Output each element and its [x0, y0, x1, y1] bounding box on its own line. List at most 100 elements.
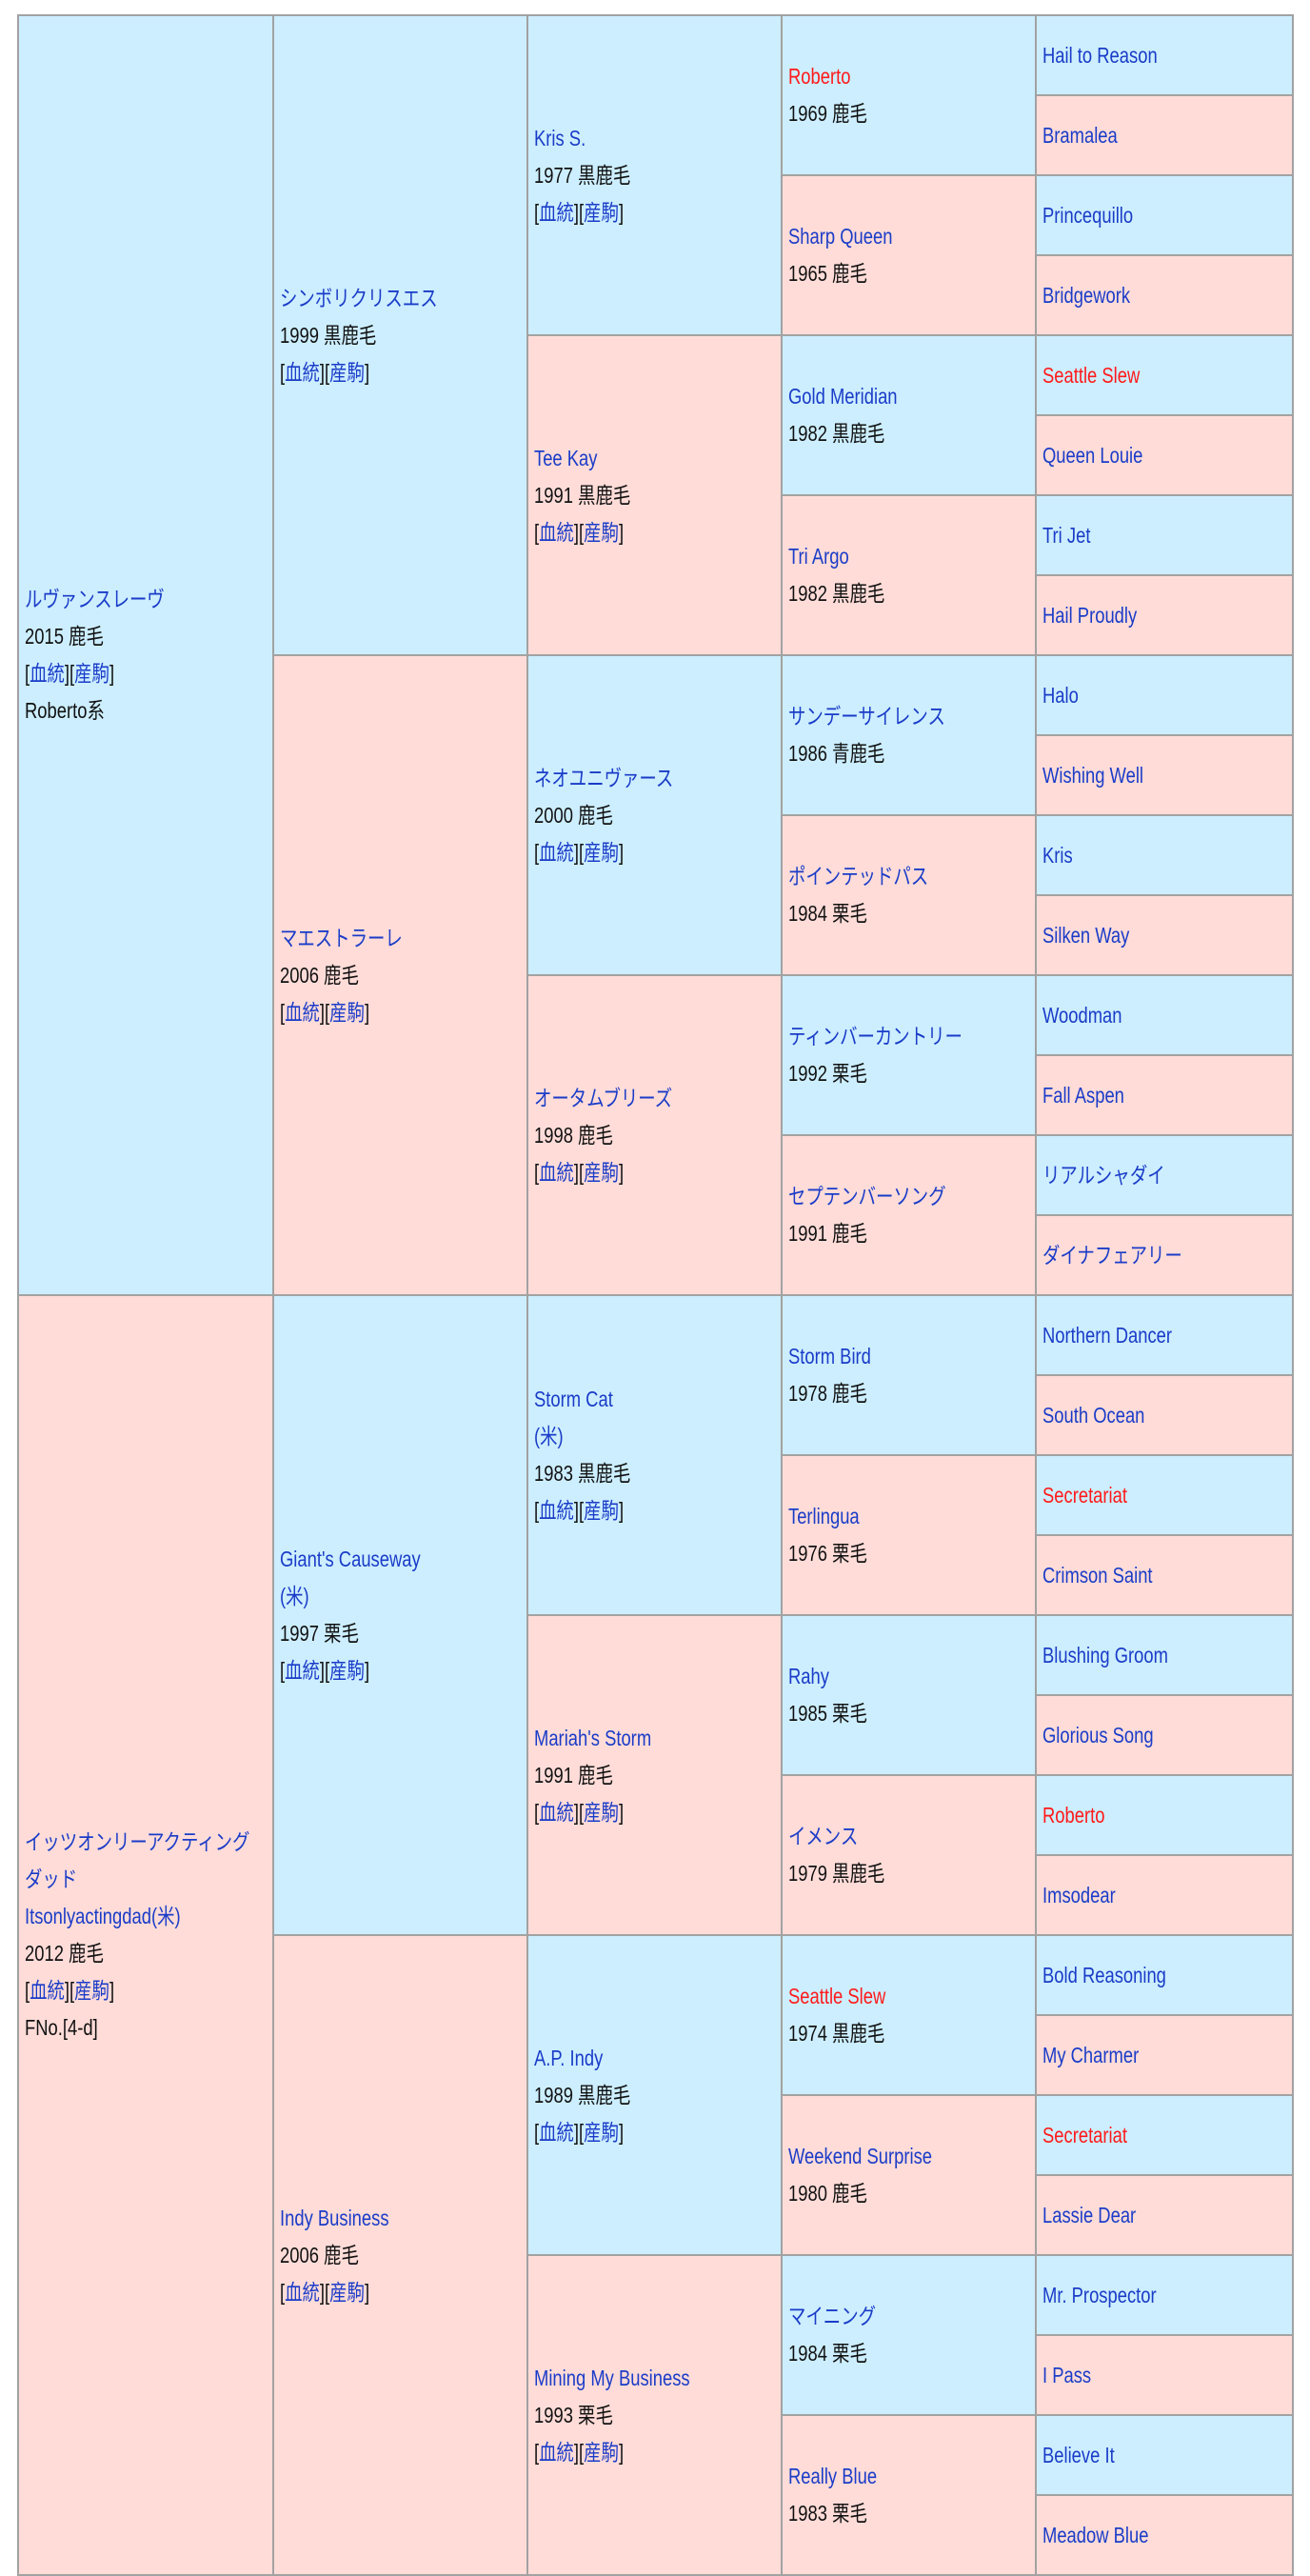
horse-name-link[interactable]: ネオユニヴァース [534, 765, 674, 790]
horse-name-link[interactable]: South Ocean [1042, 1403, 1145, 1428]
horse-name-link[interactable]: Bramalea [1042, 123, 1118, 148]
progeny-link[interactable]: 産駒 [329, 2279, 365, 2305]
horse-name-link[interactable]: Silken Way [1042, 923, 1130, 948]
pedigree-link[interactable]: 血統 [539, 2119, 574, 2145]
horse-name-link[interactable]: Mining My Business [534, 2365, 690, 2390]
pedigree-link[interactable]: 血統 [285, 2279, 320, 2305]
progeny-link[interactable]: 産駒 [584, 1799, 619, 1825]
horse-name-link[interactable]: Imsodear [1042, 1883, 1116, 1907]
progeny-link[interactable]: 産駒 [584, 519, 619, 545]
progeny-link[interactable]: 産駒 [584, 1159, 619, 1185]
horse-name-link[interactable]: Lassie Dear [1042, 2203, 1137, 2227]
horse-name-link[interactable]: Wishing Well [1042, 763, 1143, 788]
horse-name-link[interactable]: イメンス [788, 1824, 859, 1848]
horse-name-link[interactable]: Really Blue [788, 2464, 878, 2488]
horse-name-link[interactable]: Indy Business [280, 2205, 389, 2230]
sire-cell-gen5: Princequillo [1035, 174, 1294, 256]
progeny-link[interactable]: 産駒 [584, 1498, 619, 1523]
progeny-link[interactable]: 産駒 [74, 1978, 109, 2003]
pedigree-link[interactable]: 血統 [539, 519, 574, 545]
pedigree-link[interactable]: 血統 [539, 199, 574, 225]
horse-name-link[interactable]: リアルシャダイ [1042, 1163, 1165, 1188]
horse-name-link[interactable]: Kris [1042, 843, 1073, 868]
horse-name-link[interactable]: Northern Dancer [1042, 1323, 1173, 1348]
horse-name-link[interactable]: Queen Louie [1042, 443, 1143, 468]
horse-name-link[interactable]: セプテンバーソング [788, 1184, 946, 1208]
horse-name-link[interactable]: My Charmer [1042, 2043, 1140, 2067]
horse-name-link[interactable]: ポインテッドパス [788, 864, 929, 889]
birth-year-coat: 1974 黒鹿毛 [788, 2021, 885, 2046]
horse-name-link[interactable]: サンデーサイレンス [788, 704, 945, 729]
horse-name-link[interactable]: Seattle Slew [788, 1984, 886, 2008]
horse-name-link[interactable]: Secretariat [1042, 2123, 1127, 2147]
horse-name-link[interactable]: Rahy [788, 1664, 829, 1688]
horse-name-link[interactable]: Mr. Prospector [1042, 2283, 1157, 2307]
horse-name-link[interactable]: Kris S. [534, 125, 586, 150]
progeny-link[interactable]: 産駒 [584, 2119, 619, 2145]
horse-name-link[interactable]: Tee Kay [534, 445, 598, 470]
horse-name-link[interactable]: Terlingua [788, 1504, 860, 1528]
horse-name-link[interactable]: Believe It [1042, 2443, 1115, 2467]
horse-alt-name-link[interactable]: Itsonlyactingdad(米) [25, 1904, 181, 1928]
horse-name-link[interactable]: Giant's Causeway [280, 1547, 421, 1571]
horse-name-link[interactable]: Woodman [1042, 1003, 1122, 1028]
horse-name-link[interactable]: Sharp Queen [788, 224, 893, 249]
pedigree-link[interactable]: 血統 [539, 1498, 574, 1523]
horse-name-link[interactable]: Tri Jet [1042, 523, 1091, 548]
pedigree-link[interactable]: 血統 [30, 661, 65, 686]
horse-name-link[interactable]: Roberto [1042, 1803, 1105, 1827]
progeny-link[interactable]: 産駒 [584, 839, 619, 865]
horse-name-link[interactable]: Seattle Slew [1042, 363, 1141, 388]
horse-name-link[interactable]: Fall Aspen [1042, 1083, 1124, 1108]
horse-name-link[interactable]: Mariah's Storm [534, 1725, 652, 1750]
horse-name-link[interactable]: Storm Cat [534, 1387, 613, 1411]
progeny-link[interactable]: 産駒 [74, 661, 109, 686]
horse-name-link[interactable]: ティンバーカントリー [788, 1024, 963, 1048]
horse-name-link[interactable]: Tri Argo [788, 544, 849, 569]
horse-name-link[interactable]: Hail to Reason [1042, 43, 1158, 68]
progeny-link[interactable]: 産駒 [329, 359, 365, 385]
horse-name-link[interactable]: Storm Bird [788, 1344, 871, 1368]
horse-name-link[interactable]: Hail Proudly [1042, 603, 1138, 628]
horse-name-link[interactable]: ダイナフェアリー [1042, 1243, 1182, 1268]
horse-name-link[interactable]: Halo [1042, 683, 1079, 708]
horse-name-link[interactable]: Weekend Surprise [788, 2144, 933, 2168]
horse-name-link[interactable]: Bridgework [1042, 283, 1131, 308]
cell-line: Rahy [788, 1658, 1029, 1695]
horse-name-link[interactable]: Blushing Groom [1042, 1643, 1168, 1667]
horse-name-link[interactable]: A.P. Indy [534, 2045, 604, 2070]
horse-name-link[interactable]: イッツオンリーアクティングダッド [25, 1829, 250, 1891]
horse-name-link[interactable]: マイニング [788, 2304, 876, 2328]
horse-name-link[interactable]: Princequillo [1042, 203, 1134, 228]
horse-name-link[interactable]: オータムブリーズ [534, 1085, 673, 1110]
horse-name-link[interactable]: Crimson Saint [1042, 1563, 1153, 1588]
horse-name-link[interactable]: ルヴァンスレーヴ [25, 587, 165, 611]
horse-name-link[interactable]: I Pass [1042, 2363, 1092, 2387]
pedigree-link[interactable]: 血統 [539, 839, 574, 865]
sire-cell-gen3: A.P. Indy 1989 黒鹿毛 [血統][産駒] [526, 1934, 783, 2256]
horse-name-link[interactable]: Bold Reasoning [1042, 1963, 1166, 1987]
horse-name-link[interactable]: Meadow Blue [1042, 2523, 1149, 2547]
horse-name-link[interactable]: Roberto [788, 64, 851, 89]
progeny-link[interactable]: 産駒 [584, 199, 619, 225]
horse-alt-name-link[interactable]: (米) [534, 1424, 564, 1448]
cell-line: 1997 栗毛 [280, 1615, 521, 1652]
horse-name-link[interactable]: マエストラーレ [280, 925, 403, 950]
cell-line: Hail to Reason [1042, 38, 1286, 72]
horse-name-link[interactable]: Gold Meridian [788, 384, 898, 409]
pedigree-link[interactable]: 血統 [539, 1159, 574, 1185]
horse-name-link[interactable]: シンボリクリスエス [280, 285, 438, 310]
progeny-link[interactable]: 産駒 [584, 2439, 619, 2465]
pedigree-link[interactable]: 血統 [285, 999, 320, 1025]
horse-name-link[interactable]: Glorious Song [1042, 1723, 1154, 1747]
pedigree-link[interactable]: 血統 [285, 359, 320, 385]
pedigree-link[interactable]: 血統 [30, 1978, 65, 2003]
progeny-link[interactable]: 産駒 [329, 999, 365, 1025]
horse-alt-name-link[interactable]: (米) [280, 1584, 309, 1608]
dam-cell-gen5: Fall Aspen [1035, 1054, 1294, 1136]
horse-name-link[interactable]: Secretariat [1042, 1483, 1127, 1508]
pedigree-link[interactable]: 血統 [285, 1658, 320, 1683]
pedigree-link[interactable]: 血統 [539, 1799, 574, 1825]
pedigree-link[interactable]: 血統 [539, 2439, 574, 2465]
progeny-link[interactable]: 産駒 [329, 1658, 365, 1683]
